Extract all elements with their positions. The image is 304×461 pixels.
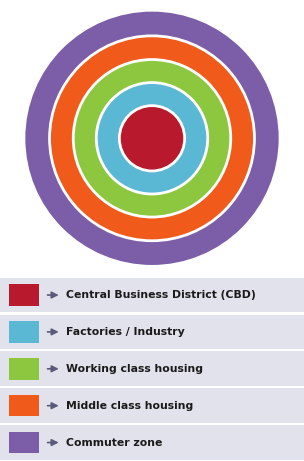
Circle shape <box>119 106 185 171</box>
FancyBboxPatch shape <box>0 314 304 349</box>
Text: Commuter zone: Commuter zone <box>66 437 162 448</box>
FancyBboxPatch shape <box>9 432 39 453</box>
Text: Central Business District (CBD): Central Business District (CBD) <box>66 290 256 300</box>
Circle shape <box>73 59 231 217</box>
FancyBboxPatch shape <box>9 395 39 416</box>
FancyBboxPatch shape <box>9 358 39 379</box>
FancyBboxPatch shape <box>0 278 304 313</box>
Circle shape <box>24 10 280 266</box>
FancyBboxPatch shape <box>9 321 39 343</box>
FancyBboxPatch shape <box>0 351 304 386</box>
FancyBboxPatch shape <box>9 284 39 306</box>
FancyBboxPatch shape <box>0 388 304 423</box>
Text: Factories / Industry: Factories / Industry <box>66 327 185 337</box>
FancyBboxPatch shape <box>0 425 304 460</box>
Text: Working class housing: Working class housing <box>66 364 203 374</box>
Circle shape <box>50 36 254 241</box>
Text: Middle class housing: Middle class housing <box>66 401 193 411</box>
Circle shape <box>96 83 208 194</box>
